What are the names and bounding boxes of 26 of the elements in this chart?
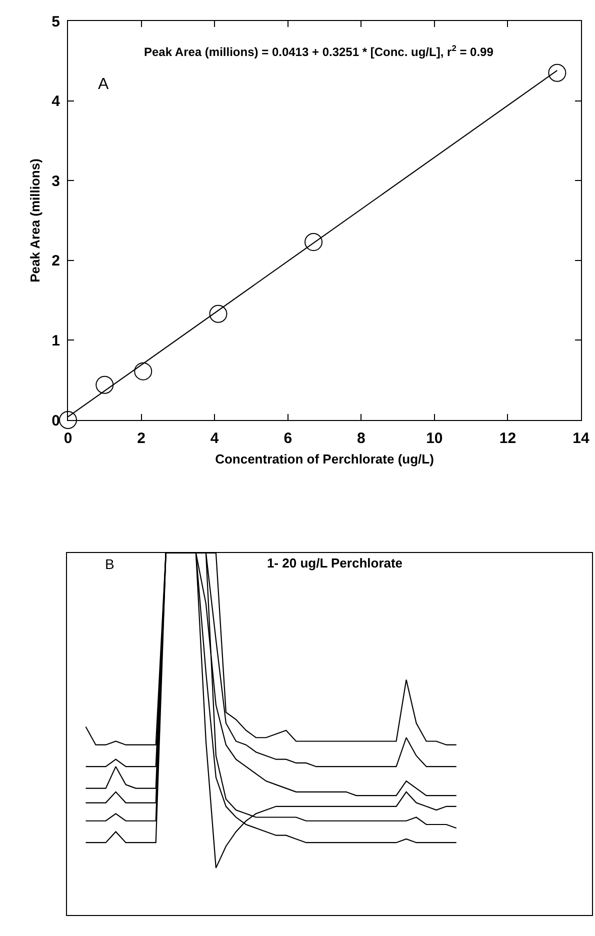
x-tick-label: 12 — [499, 430, 516, 447]
chart-title: 1- 20 ug/L Perchlorate — [266, 556, 403, 571]
point — [134, 362, 152, 380]
point — [548, 64, 566, 82]
x-tick-label: 0 — [64, 430, 72, 447]
x-tick-label: 10 — [426, 430, 443, 447]
x-axis-title: Concentration of Perchlorate (ug/L) — [215, 452, 434, 467]
annotation: B — [105, 556, 114, 572]
x-tick-label: 8 — [356, 430, 366, 447]
point — [304, 233, 323, 252]
y-tick-label: 1 — [52, 332, 60, 350]
point — [59, 411, 77, 429]
point — [96, 376, 114, 394]
x-tick-label: 2 — [137, 430, 146, 447]
y-tick-label: 5 — [52, 13, 60, 30]
x-tick-label: 6 — [284, 430, 292, 447]
y-tick-label: 4 — [52, 93, 61, 110]
annotation: Peak Area (millions) = 0.0413 + 0.3251 * [Conc. ug/L], r$^{2}$ = 0.99 — [144, 43, 494, 60]
y-tick-label: 2 — [52, 252, 60, 270]
point — [209, 304, 228, 323]
x-tick-label: 4 — [210, 430, 220, 447]
y-tick-label: 3 — [52, 172, 60, 190]
y-axis-title: Peak Area (millions) — [28, 158, 43, 282]
y-tick-label: 0 — [52, 412, 60, 430]
annotation: A — [98, 76, 109, 93]
x-tick-label: 14 — [572, 430, 590, 447]
